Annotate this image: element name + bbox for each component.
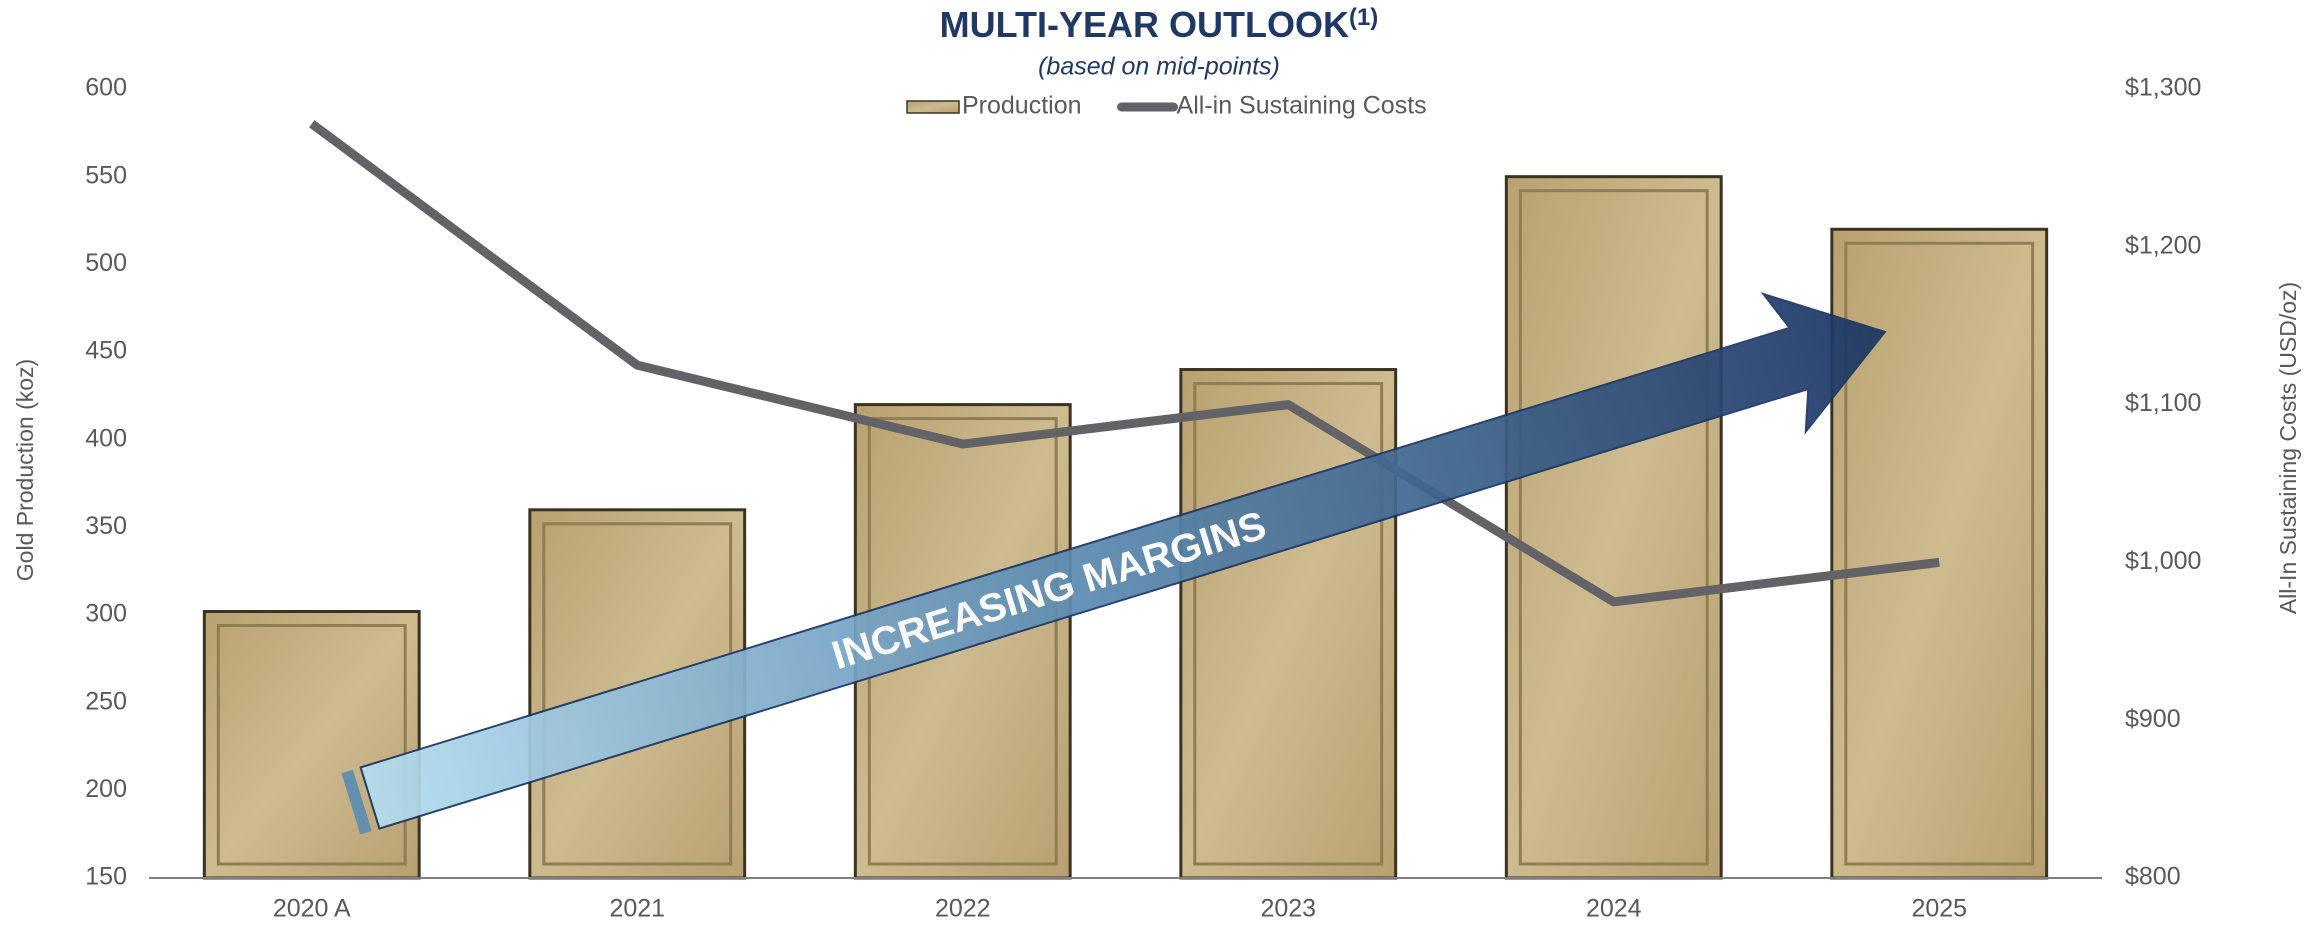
chart-title: MULTI-YEAR OUTLOOK(1) xyxy=(940,4,1379,45)
y2-axis-label: All-In Sustaining Costs (USD/oz) xyxy=(2275,282,2301,614)
bar xyxy=(204,611,419,878)
y-tick-label: 200 xyxy=(85,775,127,803)
y-tick-label: 300 xyxy=(85,600,127,628)
y-axis-label: Gold Production (koz) xyxy=(12,359,38,581)
legend-swatch xyxy=(907,101,959,113)
chart: MULTI-YEAR OUTLOOK(1) (based on mid-poin… xyxy=(0,0,2318,930)
x-tick-label: 2020 A xyxy=(273,895,351,923)
x-tick-label: 2024 xyxy=(1586,895,1642,923)
y2-tick-label: $1,300 xyxy=(2125,74,2201,102)
legend-label: All-in Sustaining Costs xyxy=(1177,92,1427,120)
y2-tick-label: $1,000 xyxy=(2125,547,2201,575)
y-tick-label: 550 xyxy=(85,161,127,189)
x-tick-label: 2023 xyxy=(1260,895,1316,923)
x-tick-label: 2022 xyxy=(935,895,991,923)
y2-tick-label: $800 xyxy=(2125,863,2181,891)
x-tick-label: 2021 xyxy=(609,895,665,923)
y-tick-label: 600 xyxy=(85,74,127,102)
y-tick-label: 500 xyxy=(85,249,127,277)
x-tick-label: 2025 xyxy=(1911,895,1967,923)
y2-tick-label: $900 xyxy=(2125,705,2181,733)
legend-label: Production xyxy=(962,92,1082,120)
bar xyxy=(1506,177,1721,878)
title-main: MULTI-YEAR OUTLOOK xyxy=(940,4,1349,45)
subtitle: (based on mid-points) xyxy=(1038,53,1280,81)
y2-tick-label: $1,100 xyxy=(2125,389,2201,417)
title-superscript: (1) xyxy=(1349,4,1378,31)
y-tick-label: 400 xyxy=(85,424,127,452)
y-tick-label: 150 xyxy=(85,863,127,891)
y2-tick-label: $1,200 xyxy=(2125,231,2201,259)
y-tick-label: 450 xyxy=(85,337,127,365)
y-tick-label: 350 xyxy=(85,512,127,540)
y-tick-label: 250 xyxy=(85,687,127,715)
